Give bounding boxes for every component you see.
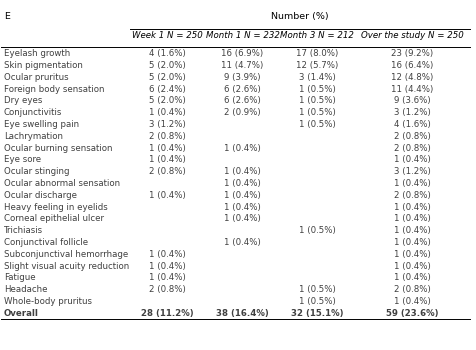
Text: 1 (0.4%): 1 (0.4%) (149, 108, 186, 117)
Text: 1 (0.5%): 1 (0.5%) (298, 285, 335, 294)
Text: 2 (0.8%): 2 (0.8%) (149, 167, 186, 176)
Text: 32 (15.1%): 32 (15.1%) (290, 309, 343, 318)
Text: Lachrymation: Lachrymation (4, 132, 63, 141)
Text: Eye sore: Eye sore (4, 155, 41, 164)
Text: Fatigue: Fatigue (4, 273, 35, 282)
Text: 17 (8.0%): 17 (8.0%) (296, 49, 338, 58)
Text: Month 1 N = 232: Month 1 N = 232 (205, 31, 279, 40)
Text: Subconjunctival hemorrhage: Subconjunctival hemorrhage (4, 250, 128, 259)
Text: 16 (6.9%): 16 (6.9%) (221, 49, 263, 58)
Text: Corneal epithelial ulcer: Corneal epithelial ulcer (4, 215, 103, 223)
Text: 3 (1.2%): 3 (1.2%) (393, 167, 430, 176)
Text: 1 (0.4%): 1 (0.4%) (393, 215, 430, 223)
Text: 1 (0.4%): 1 (0.4%) (393, 238, 430, 247)
Text: 1 (0.5%): 1 (0.5%) (298, 297, 335, 306)
Text: 11 (4.7%): 11 (4.7%) (221, 61, 263, 70)
Text: 1 (0.4%): 1 (0.4%) (149, 144, 186, 153)
Text: 5 (2.0%): 5 (2.0%) (149, 73, 186, 82)
Text: 12 (5.7%): 12 (5.7%) (296, 61, 338, 70)
Text: 1 (0.5%): 1 (0.5%) (298, 96, 335, 105)
Text: Ocular stinging: Ocular stinging (4, 167, 69, 176)
Text: Overall: Overall (4, 309, 39, 318)
Text: Conjunctivitis: Conjunctivitis (4, 108, 62, 117)
Text: 1 (0.4%): 1 (0.4%) (393, 297, 430, 306)
Text: 11 (4.4%): 11 (4.4%) (390, 85, 432, 93)
Text: 1 (0.4%): 1 (0.4%) (149, 261, 186, 271)
Text: Slight visual acuity reduction: Slight visual acuity reduction (4, 261, 129, 271)
Text: 1 (0.4%): 1 (0.4%) (224, 191, 260, 200)
Text: 59 (23.6%): 59 (23.6%) (385, 309, 437, 318)
Text: 16 (6.4%): 16 (6.4%) (390, 61, 432, 70)
Text: 2 (0.8%): 2 (0.8%) (149, 132, 186, 141)
Text: 1 (0.4%): 1 (0.4%) (149, 250, 186, 259)
Text: 2 (0.9%): 2 (0.9%) (224, 108, 260, 117)
Text: 1 (0.4%): 1 (0.4%) (224, 238, 260, 247)
Text: Ocular abnormal sensation: Ocular abnormal sensation (4, 179, 119, 188)
Text: 1 (0.4%): 1 (0.4%) (149, 155, 186, 164)
Text: 1 (0.4%): 1 (0.4%) (224, 215, 260, 223)
Text: 9 (3.9%): 9 (3.9%) (224, 73, 260, 82)
Text: Heavy feeling in eyelids: Heavy feeling in eyelids (4, 203, 107, 212)
Text: 2 (0.8%): 2 (0.8%) (393, 144, 430, 153)
Text: 9 (3.6%): 9 (3.6%) (393, 96, 429, 105)
Text: 2 (0.8%): 2 (0.8%) (393, 191, 430, 200)
Text: 5 (2.0%): 5 (2.0%) (149, 96, 186, 105)
Text: Ocular pruritus: Ocular pruritus (4, 73, 68, 82)
Text: Dry eyes: Dry eyes (4, 96, 42, 105)
Text: 1 (0.4%): 1 (0.4%) (149, 273, 186, 282)
Text: 38 (16.4%): 38 (16.4%) (216, 309, 268, 318)
Text: Trichiasis: Trichiasis (4, 226, 43, 235)
Text: Eyelash growth: Eyelash growth (4, 49, 70, 58)
Text: 2 (0.8%): 2 (0.8%) (393, 285, 430, 294)
Text: 1 (0.4%): 1 (0.4%) (224, 144, 260, 153)
Text: Month 3 N = 212: Month 3 N = 212 (280, 31, 354, 40)
Text: 1 (0.4%): 1 (0.4%) (224, 167, 260, 176)
Text: 3 (1.4%): 3 (1.4%) (298, 73, 335, 82)
Text: 1 (0.4%): 1 (0.4%) (393, 250, 430, 259)
Text: Foreign body sensation: Foreign body sensation (4, 85, 104, 93)
Text: Week 1 N = 250: Week 1 N = 250 (132, 31, 202, 40)
Text: Headache: Headache (4, 285, 47, 294)
Text: 1 (0.5%): 1 (0.5%) (298, 120, 335, 129)
Text: 12 (4.8%): 12 (4.8%) (390, 73, 432, 82)
Text: 4 (1.6%): 4 (1.6%) (149, 49, 186, 58)
Text: 4 (1.6%): 4 (1.6%) (393, 120, 430, 129)
Text: 5 (2.0%): 5 (2.0%) (149, 61, 186, 70)
Text: Over the study N = 250: Over the study N = 250 (360, 31, 463, 40)
Text: 2 (0.8%): 2 (0.8%) (149, 285, 186, 294)
Text: 1 (0.4%): 1 (0.4%) (224, 179, 260, 188)
Text: 1 (0.4%): 1 (0.4%) (393, 203, 430, 212)
Text: Skin pigmentation: Skin pigmentation (4, 61, 82, 70)
Text: 6 (2.6%): 6 (2.6%) (224, 85, 260, 93)
Text: 1 (0.4%): 1 (0.4%) (224, 203, 260, 212)
Text: 1 (0.4%): 1 (0.4%) (393, 273, 430, 282)
Text: 3 (1.2%): 3 (1.2%) (393, 108, 430, 117)
Text: 6 (2.4%): 6 (2.4%) (149, 85, 186, 93)
Text: Whole-body pruritus: Whole-body pruritus (4, 297, 91, 306)
Text: Conjunctival follicle: Conjunctival follicle (4, 238, 88, 247)
Text: Number (%): Number (%) (270, 12, 328, 21)
Text: 23 (9.2%): 23 (9.2%) (390, 49, 432, 58)
Text: 2 (0.8%): 2 (0.8%) (393, 132, 430, 141)
Text: 1 (0.5%): 1 (0.5%) (298, 226, 335, 235)
Text: Eye swelling pain: Eye swelling pain (4, 120, 79, 129)
Text: 1 (0.4%): 1 (0.4%) (393, 155, 430, 164)
Text: 1 (0.4%): 1 (0.4%) (393, 226, 430, 235)
Text: 1 (0.4%): 1 (0.4%) (149, 191, 186, 200)
Text: 28 (11.2%): 28 (11.2%) (141, 309, 193, 318)
Text: 1 (0.5%): 1 (0.5%) (298, 108, 335, 117)
Text: 1 (0.4%): 1 (0.4%) (393, 261, 430, 271)
Text: Ocular burning sensation: Ocular burning sensation (4, 144, 112, 153)
Text: 1 (0.4%): 1 (0.4%) (393, 179, 430, 188)
Text: 3 (1.2%): 3 (1.2%) (149, 120, 186, 129)
Text: E: E (4, 12, 10, 21)
Text: 1 (0.5%): 1 (0.5%) (298, 85, 335, 93)
Text: 6 (2.6%): 6 (2.6%) (224, 96, 260, 105)
Text: Ocular discharge: Ocular discharge (4, 191, 77, 200)
